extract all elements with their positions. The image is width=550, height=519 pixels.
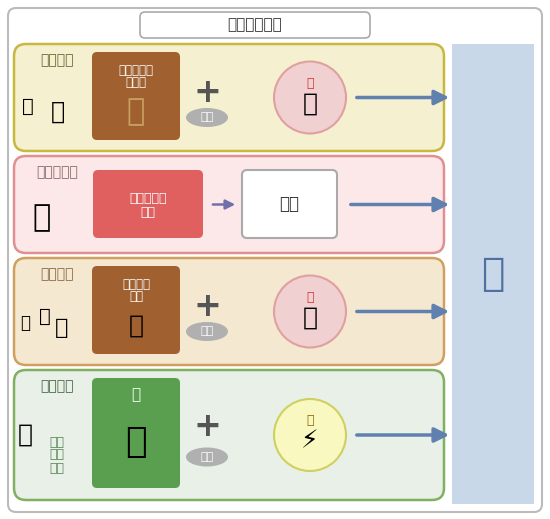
FancyBboxPatch shape	[92, 378, 180, 488]
FancyBboxPatch shape	[92, 266, 180, 354]
Text: 氢的制造方法: 氢的制造方法	[228, 18, 282, 33]
FancyBboxPatch shape	[14, 258, 444, 365]
FancyBboxPatch shape	[242, 170, 337, 238]
Text: 水: 水	[131, 388, 141, 403]
FancyBboxPatch shape	[93, 170, 203, 238]
Ellipse shape	[186, 322, 228, 341]
Text: 🌿: 🌿	[20, 314, 30, 332]
Text: 热: 热	[306, 291, 313, 304]
Text: 醇等: 醇等	[129, 290, 143, 303]
FancyBboxPatch shape	[14, 156, 444, 253]
FancyBboxPatch shape	[14, 370, 444, 500]
Text: 🍄: 🍄	[56, 318, 69, 338]
Text: 触媒: 触媒	[200, 113, 213, 122]
Text: 💧: 💧	[125, 425, 147, 459]
Ellipse shape	[186, 108, 228, 127]
Text: 石油、煤、: 石油、煤、	[118, 63, 153, 76]
Text: 电: 电	[306, 415, 313, 428]
FancyBboxPatch shape	[14, 44, 444, 151]
Text: 〜〜: 〜〜	[50, 435, 64, 448]
FancyBboxPatch shape	[92, 52, 180, 140]
Text: 🏭: 🏭	[33, 203, 51, 233]
Text: 🧪: 🧪	[129, 314, 144, 338]
Text: 自然能量: 自然能量	[40, 379, 74, 393]
Text: +: +	[193, 76, 221, 109]
Text: 富含氢的副: 富含氢的副	[129, 192, 167, 205]
Text: ⛰: ⛰	[127, 98, 145, 127]
Text: 〜〜: 〜〜	[50, 461, 64, 474]
Circle shape	[274, 61, 346, 133]
Text: +: +	[193, 290, 221, 323]
FancyBboxPatch shape	[8, 8, 542, 512]
Ellipse shape	[186, 447, 228, 467]
Text: 🌞: 🌞	[18, 423, 32, 447]
Bar	[452, 44, 534, 504]
Text: 生物原料: 生物原料	[40, 267, 74, 281]
Text: 甲烷、甲: 甲烷、甲	[122, 278, 150, 291]
Text: 热: 热	[306, 77, 313, 90]
Text: 产物: 产物	[140, 206, 156, 219]
Text: 🔥: 🔥	[302, 306, 317, 330]
Text: 〜〜: 〜〜	[50, 448, 64, 461]
Text: 工业副产物: 工业副产物	[36, 165, 78, 179]
Text: 电解: 电解	[200, 452, 213, 462]
Text: ⛰: ⛰	[51, 100, 65, 124]
Text: 化石燃料: 化石燃料	[40, 53, 74, 67]
Text: 🔥: 🔥	[302, 91, 317, 116]
Text: 🍄: 🍄	[39, 307, 51, 325]
Text: ⚡: ⚡	[301, 429, 319, 453]
Text: 精制: 精制	[279, 196, 299, 213]
Text: 🛢: 🛢	[22, 97, 34, 116]
Text: 天然气: 天然气	[125, 75, 146, 89]
FancyBboxPatch shape	[140, 12, 370, 38]
Circle shape	[274, 276, 346, 348]
Text: 氢: 氢	[481, 255, 505, 293]
Text: +: +	[193, 411, 221, 444]
Text: 触媒: 触媒	[200, 326, 213, 336]
Circle shape	[274, 399, 346, 471]
